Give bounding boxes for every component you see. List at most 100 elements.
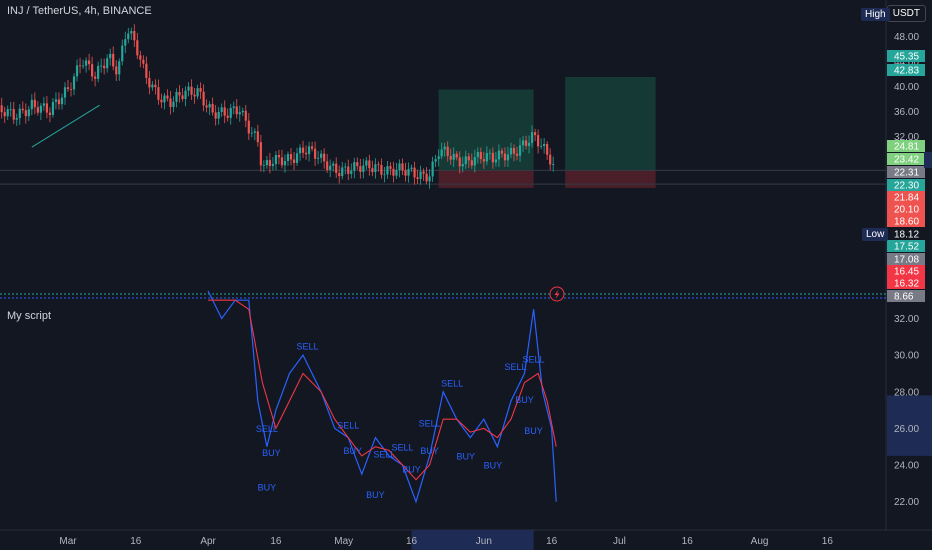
candle (314, 141, 317, 166)
candle-body (48, 112, 52, 115)
candle-body (440, 149, 443, 157)
candle (476, 147, 479, 164)
indicator-title[interactable]: My script (7, 310, 51, 322)
candle-body (106, 58, 109, 69)
indicator-tick-0: 32.00 (894, 314, 919, 325)
time-axis-highlight (411, 530, 534, 550)
candle-body (211, 104, 214, 113)
candle-body (401, 163, 404, 171)
candle-body (0, 105, 3, 113)
signal-label-3: SELL (297, 342, 319, 352)
candle-body (365, 160, 368, 166)
candle-body (127, 33, 130, 40)
candle-body (371, 168, 374, 173)
candle-body (259, 142, 262, 166)
candle (473, 149, 476, 173)
indicator-tick-4: 24.00 (894, 461, 919, 472)
candle-body (36, 107, 39, 113)
candle-body (491, 152, 495, 163)
candle-body (464, 156, 467, 164)
candle (518, 138, 522, 162)
candle-body (57, 99, 61, 105)
candle-body (286, 154, 290, 161)
price-label-bg (887, 166, 925, 178)
candle (398, 159, 401, 178)
candle-body (97, 65, 100, 79)
candle-body (389, 166, 392, 169)
candle-body (509, 148, 513, 155)
candle (410, 164, 413, 173)
candle-body (100, 65, 103, 67)
candle (392, 161, 395, 183)
candle-body (374, 164, 377, 173)
candle (540, 138, 543, 150)
candle (350, 163, 353, 179)
candle-body (500, 150, 504, 154)
candle (81, 59, 85, 69)
price-label-bg (887, 265, 925, 277)
candle (286, 151, 290, 166)
currency-button[interactable]: USDT (886, 5, 926, 22)
price-label-8: 18.60 (887, 215, 925, 228)
candle (106, 54, 109, 73)
candle-body (497, 150, 501, 160)
candle-body (320, 153, 323, 158)
candle-body (121, 45, 124, 62)
time-tick-7: 16 (546, 536, 558, 547)
candle-body (395, 169, 398, 176)
candle (30, 94, 33, 116)
candle (323, 148, 326, 169)
candle (142, 55, 145, 69)
candle (437, 149, 440, 167)
candle-body (398, 163, 401, 170)
candle-body (362, 165, 365, 172)
candle-body (476, 152, 479, 158)
candle (488, 149, 491, 160)
candle-body (190, 86, 193, 95)
candle (217, 106, 220, 125)
candle-body (422, 171, 425, 174)
candle-body (546, 143, 549, 155)
candle (45, 95, 49, 119)
symbol-title[interactable]: INJ / TetherUS, 4h, BINANCE (7, 5, 152, 17)
price-label-text: 17.52 (894, 242, 919, 253)
price-label-12: 16.45 (887, 265, 925, 278)
candle (546, 141, 549, 160)
candle (208, 101, 211, 115)
candle (160, 93, 163, 109)
candle (371, 160, 374, 177)
candle (163, 92, 166, 110)
price-label-bg (887, 179, 925, 191)
signal-label-1: BUY (262, 448, 281, 458)
candle-body (295, 153, 299, 163)
signal-label-10: BUY (420, 446, 439, 456)
candle (271, 156, 275, 171)
price-label-bg (887, 203, 925, 215)
candle-body (338, 173, 341, 177)
candle-body (45, 103, 49, 113)
candle (491, 147, 495, 169)
candle-body (250, 132, 253, 134)
candle-body (326, 161, 329, 170)
candle (295, 147, 299, 166)
candle-body (298, 147, 302, 154)
candle (413, 161, 416, 185)
candle (329, 159, 332, 178)
candle (274, 151, 278, 171)
candle-body (169, 98, 172, 108)
candle (193, 88, 196, 104)
price-label-bg (887, 277, 925, 289)
candle-body (407, 169, 410, 176)
candle (27, 105, 30, 121)
candle (172, 96, 175, 113)
candle-body (292, 159, 296, 163)
candle (66, 79, 70, 92)
candle (103, 58, 106, 75)
candle-body (220, 107, 223, 113)
candle-body (428, 176, 431, 182)
candle-body (6, 109, 9, 117)
candle-body (304, 152, 308, 155)
candle (121, 39, 124, 66)
candle (301, 140, 305, 159)
